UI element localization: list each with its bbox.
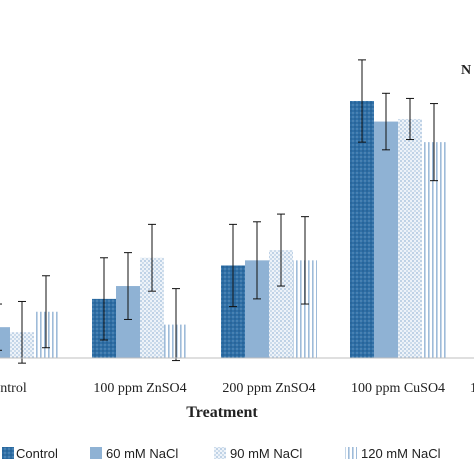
legend-swatch-60mm xyxy=(90,447,102,459)
bar-90mm-group-4 xyxy=(398,118,422,359)
x-tick-label-4: 100 ppm CuSO4 xyxy=(351,381,445,396)
error-bar-60mm-group-3 xyxy=(253,221,261,300)
error-bar-90mm-group-1 xyxy=(18,300,26,364)
error-bar-60mm-group-2 xyxy=(124,252,132,320)
bar-60mm-group-1 xyxy=(0,327,10,358)
error-bar-control-group-2 xyxy=(100,257,108,341)
legend-label-90mm: 90 mM NaCl xyxy=(230,446,302,461)
bar-60mm-group-4 xyxy=(374,121,398,358)
legend-swatch-control xyxy=(2,447,14,459)
x-tick-labels: ontrol 100 ppm ZnSO4 200 ppm ZnSO4 100 ppm … xyxy=(0,381,445,396)
legend-swatch-120mm xyxy=(345,447,357,459)
error-bar-90mm-group-2 xyxy=(148,223,156,292)
error-bar-control-group-3 xyxy=(229,223,237,308)
legend-fragment-right: N xyxy=(461,63,471,78)
error-bar-120mm-group-3 xyxy=(301,216,309,305)
bars-layer xyxy=(0,101,446,359)
error-bar-60mm-group-1 xyxy=(0,303,2,351)
error-bars-layer xyxy=(0,59,438,364)
legend: Control 60 mM NaCl 90 mM NaCl 120 mM NaC… xyxy=(2,446,441,461)
error-bar-120mm-group-4 xyxy=(430,103,438,182)
legend-label-control: Control xyxy=(16,446,58,461)
legend-label-120mm: 120 mM NaCl xyxy=(361,446,441,461)
legend-swatch-90mm xyxy=(214,447,226,459)
tick-fragment-right: 1 xyxy=(470,381,474,396)
x-tick-label-3: 200 ppm ZnSO4 xyxy=(222,381,315,396)
x-tick-label-2: 100 ppm ZnSO4 xyxy=(93,381,186,396)
error-bar-120mm-group-1 xyxy=(42,275,50,349)
x-tick-label-1: ontrol xyxy=(0,381,27,396)
bar-control-group-4 xyxy=(350,101,374,358)
error-bar-90mm-group-3 xyxy=(277,213,285,287)
error-bar-control-group-4 xyxy=(358,59,366,143)
legend-label-60mm: 60 mM NaCl xyxy=(106,446,178,461)
error-bar-120mm-group-2 xyxy=(172,288,180,362)
x-axis-title: Treatment xyxy=(186,404,258,421)
error-bar-90mm-group-4 xyxy=(406,97,414,141)
error-bar-60mm-group-4 xyxy=(382,92,390,151)
